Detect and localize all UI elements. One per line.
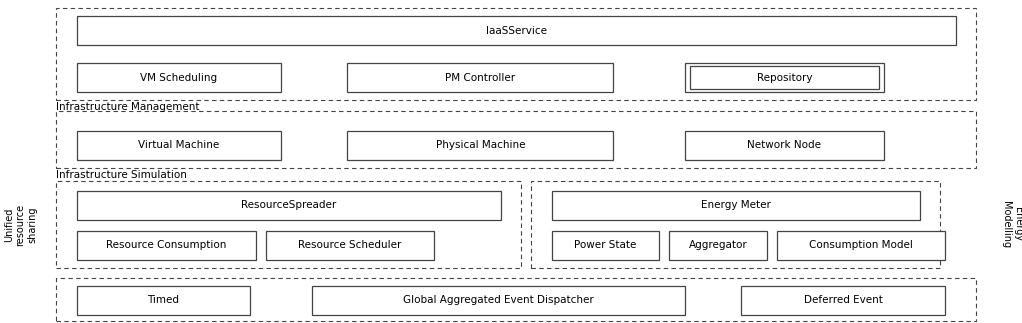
Bar xyxy=(77,16,956,45)
Text: Resource Consumption: Resource Consumption xyxy=(106,241,226,250)
Text: Physical Machine: Physical Machine xyxy=(435,141,525,150)
Bar xyxy=(312,286,685,315)
Text: Aggregator: Aggregator xyxy=(689,241,747,250)
Text: Repository: Repository xyxy=(756,73,812,82)
Text: ResourceSpreader: ResourceSpreader xyxy=(241,200,336,210)
Text: Infrastructure Management: Infrastructure Management xyxy=(56,102,199,112)
Bar xyxy=(77,286,250,315)
Bar xyxy=(77,63,281,92)
Bar xyxy=(685,63,884,92)
Text: Energy Meter: Energy Meter xyxy=(701,200,771,210)
Bar xyxy=(56,278,976,321)
Text: PM Controller: PM Controller xyxy=(446,73,515,82)
Text: Timed: Timed xyxy=(147,296,180,305)
Bar xyxy=(56,8,976,100)
Bar xyxy=(552,231,659,260)
Text: Unified
resource
sharing: Unified resource sharing xyxy=(4,203,37,245)
Bar xyxy=(56,111,976,168)
Bar xyxy=(741,286,945,315)
Bar xyxy=(685,131,884,160)
Bar xyxy=(266,231,434,260)
Text: VM Scheduling: VM Scheduling xyxy=(140,73,218,82)
Text: Infrastructure Simulation: Infrastructure Simulation xyxy=(56,170,187,180)
Text: Energy
Modelling: Energy Modelling xyxy=(1001,201,1022,248)
Bar xyxy=(552,191,920,220)
Bar xyxy=(669,231,766,260)
Text: Consumption Model: Consumption Model xyxy=(809,241,913,250)
Bar xyxy=(56,181,521,268)
Text: Resource Scheduler: Resource Scheduler xyxy=(298,241,402,250)
Text: Power State: Power State xyxy=(574,241,637,250)
Text: Deferred Event: Deferred Event xyxy=(803,296,883,305)
Bar xyxy=(777,231,945,260)
Bar xyxy=(347,63,613,92)
Text: IaaSService: IaaSService xyxy=(485,26,547,36)
Bar xyxy=(77,131,281,160)
Text: Network Node: Network Node xyxy=(747,141,822,150)
Bar xyxy=(77,231,256,260)
Bar xyxy=(531,181,940,268)
Bar xyxy=(690,66,879,89)
Text: Global Aggregated Event Dispatcher: Global Aggregated Event Dispatcher xyxy=(403,296,594,305)
Bar xyxy=(347,131,613,160)
Text: Virtual Machine: Virtual Machine xyxy=(138,141,220,150)
Bar xyxy=(77,191,501,220)
